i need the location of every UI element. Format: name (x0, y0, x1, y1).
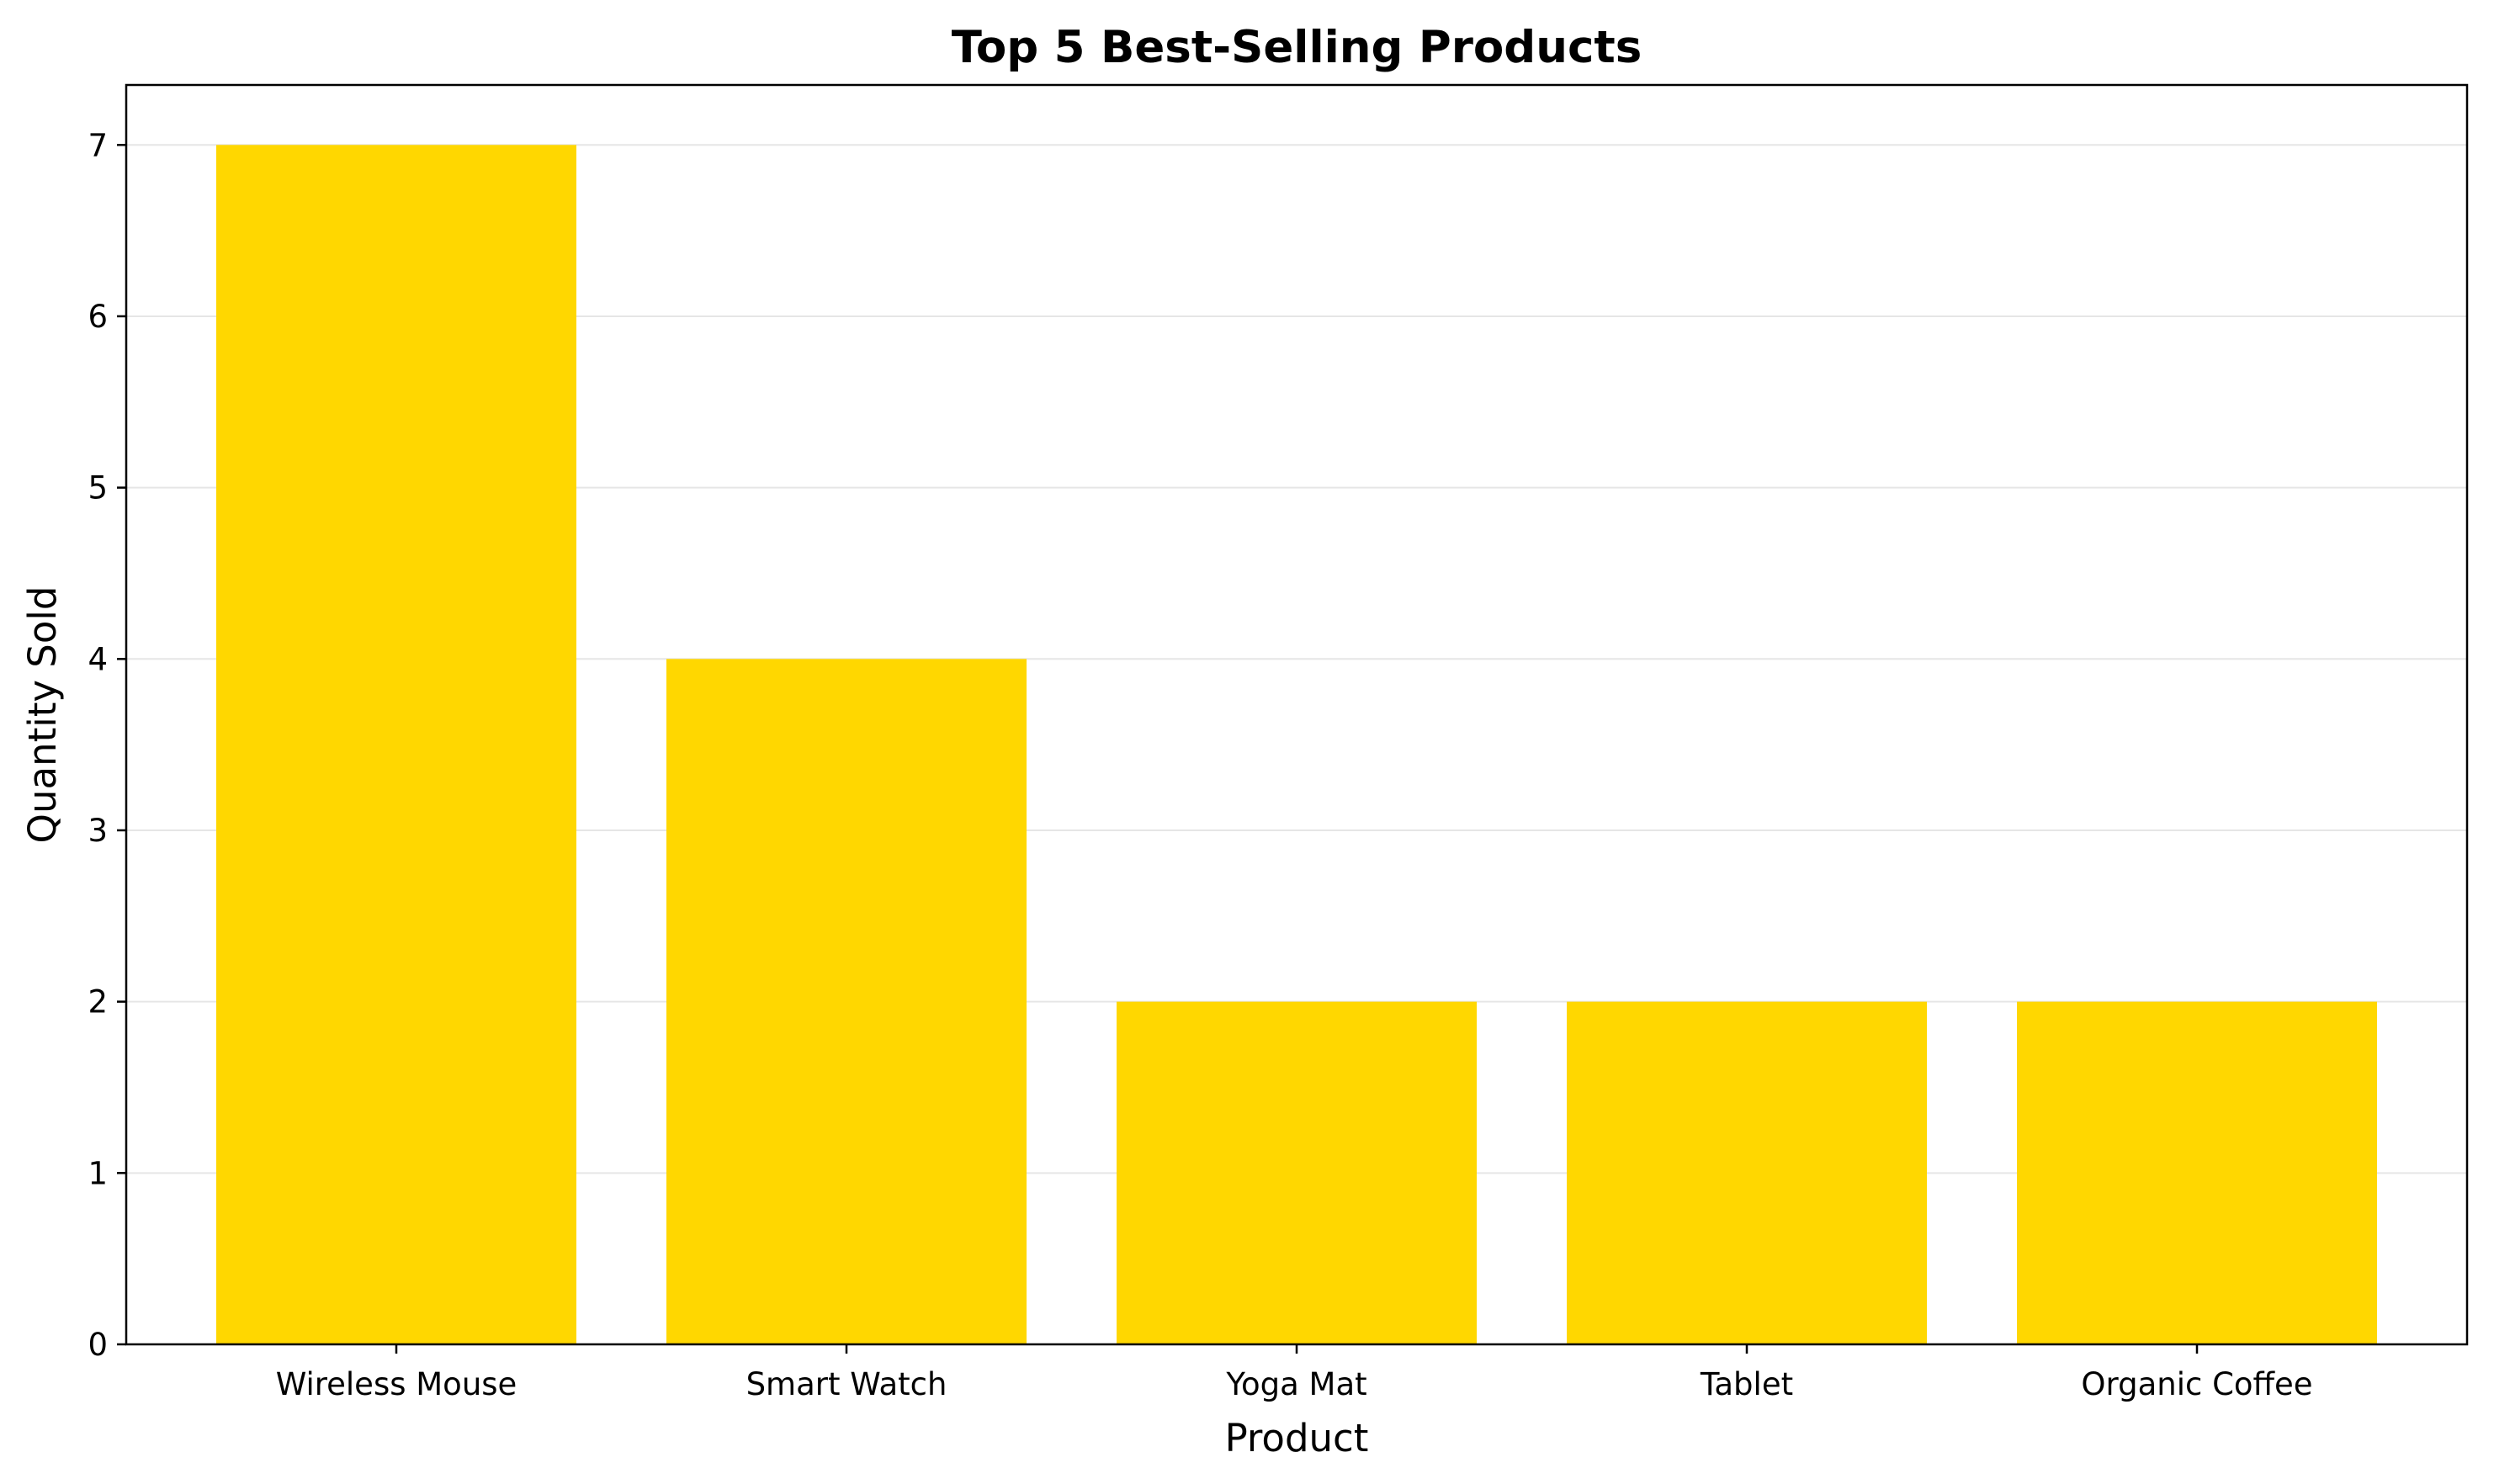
x-axis-ticks: Wireless Mouse Smart Watch Yoga Mat Tablet O… (276, 1344, 2313, 1402)
bar-yoga-mat (1117, 1001, 1477, 1344)
x-tick-label: Organic Coffee (2081, 1366, 2312, 1402)
chart-title: Top 5 Best-Selling Products (952, 22, 1642, 73)
bar-wireless-mouse (216, 145, 576, 1344)
y-tick-label: 1 (88, 1155, 108, 1191)
bar-tablet (1567, 1001, 1927, 1344)
y-tick-label: 4 (88, 641, 108, 677)
y-axis-ticks: 0 1 2 3 4 5 6 7 (88, 127, 126, 1363)
bar-organic-coffee (2017, 1001, 2377, 1344)
x-tick-label: Wireless Mouse (276, 1366, 517, 1402)
y-axis-label: Quantity Sold (20, 586, 65, 844)
x-tick-label: Yoga Mat (1225, 1366, 1366, 1402)
bars (216, 145, 2377, 1344)
x-tick-label: Smart Watch (746, 1366, 947, 1402)
bar-smart-watch (666, 659, 1027, 1344)
y-tick-label: 5 (88, 470, 108, 506)
y-tick-label: 3 (88, 813, 108, 849)
x-tick-label: Tablet (1700, 1366, 1793, 1402)
y-tick-label: 6 (88, 299, 108, 335)
y-tick-label: 0 (88, 1327, 108, 1363)
y-tick-label: 7 (88, 127, 108, 163)
y-tick-label: 2 (88, 984, 108, 1020)
x-axis-label: Product (1225, 1416, 1369, 1460)
